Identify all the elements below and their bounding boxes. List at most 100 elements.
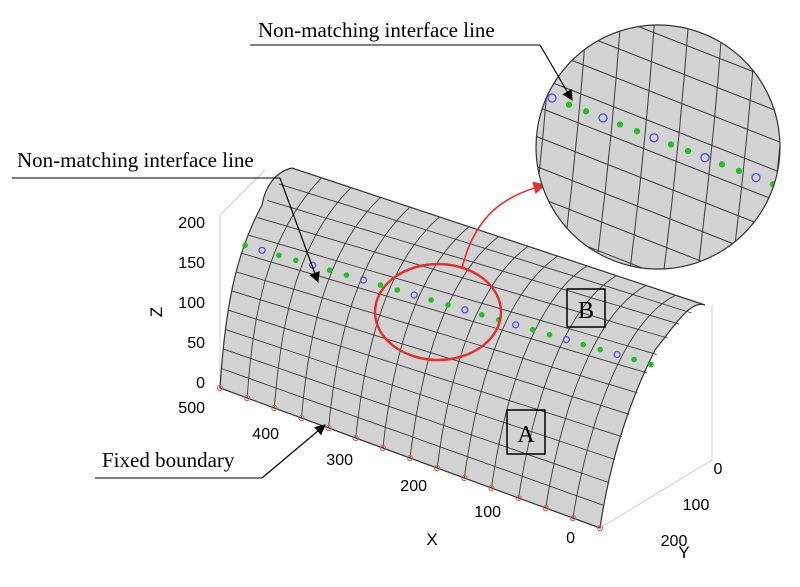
interface-node bbox=[377, 282, 384, 288]
surface-mesh bbox=[221, 177, 692, 519]
interface-node bbox=[478, 311, 485, 318]
zoom-interface-node bbox=[598, 113, 608, 123]
zoom-arrow bbox=[461, 181, 547, 269]
zoom-interface-node bbox=[751, 172, 761, 183]
z-tick-label: 100 bbox=[178, 295, 205, 312]
mesh-circumferential-line bbox=[436, 245, 529, 469]
x-tick-label: 400 bbox=[252, 426, 279, 443]
zoom-interface-node bbox=[633, 128, 641, 135]
y-tick-label: 100 bbox=[683, 497, 710, 514]
interface-node bbox=[326, 267, 333, 274]
z-axis-ticks: 200 150 100 50 0 bbox=[178, 215, 205, 392]
boundary-node bbox=[379, 444, 387, 452]
top-callout-label: Non-matching interface line bbox=[258, 18, 495, 42]
interface-node bbox=[428, 297, 434, 303]
interface-node bbox=[648, 361, 654, 368]
zoom-mesh-line bbox=[536, 99, 780, 211]
mesh-circumferential-line bbox=[409, 236, 499, 459]
patch-b-label: B bbox=[578, 298, 594, 324]
z-tick-label: 0 bbox=[196, 375, 205, 392]
z-tick-label: 50 bbox=[187, 335, 205, 352]
x-tick-label: 200 bbox=[400, 478, 427, 495]
interface-node bbox=[394, 287, 401, 293]
zoom-interface-node bbox=[735, 167, 743, 175]
interface-node bbox=[258, 246, 266, 254]
cylindrical-surface bbox=[219, 167, 706, 529]
zoom-interface-node bbox=[547, 93, 557, 103]
zoom-mesh-line bbox=[536, 129, 780, 241]
boundary-node bbox=[461, 474, 468, 482]
boundary-node bbox=[216, 384, 224, 392]
mesh-circumferential-line bbox=[463, 255, 558, 479]
boundary-node bbox=[243, 394, 251, 402]
interface-node bbox=[546, 331, 553, 338]
interface-node bbox=[512, 321, 520, 329]
mesh-circumferential-line bbox=[300, 197, 381, 419]
zoom-mesh-line bbox=[625, 25, 657, 269]
zoom-interface-node bbox=[700, 153, 710, 163]
y-axis-label: Y bbox=[678, 543, 689, 562]
boundary-node bbox=[569, 514, 577, 522]
z-axis-label: Z bbox=[147, 307, 166, 317]
interface-node bbox=[410, 291, 418, 299]
interface-node bbox=[276, 252, 282, 259]
boundary-node bbox=[271, 404, 278, 412]
boundary-node bbox=[352, 434, 359, 442]
interface-node bbox=[359, 276, 368, 284]
x-tick-label: 0 bbox=[566, 530, 575, 547]
x-tick-label: 300 bbox=[326, 452, 353, 469]
interface-node bbox=[580, 341, 587, 348]
interface-nodes bbox=[242, 242, 654, 368]
zoom-interface-node bbox=[565, 101, 573, 108]
x-tick-label: 500 bbox=[178, 400, 205, 417]
y-tick-label: 0 bbox=[714, 461, 723, 478]
zoom-interface-node bbox=[649, 133, 659, 143]
bottom-callout-label: Fixed boundary bbox=[102, 448, 235, 472]
fixed-boundary-nodes bbox=[216, 384, 604, 532]
zoom-interface-node bbox=[667, 141, 675, 148]
patch-a-label: A bbox=[517, 422, 535, 448]
mesh-circumferential-line bbox=[572, 294, 676, 519]
x-tick-label: 100 bbox=[474, 504, 501, 521]
mesh-circumferential-line bbox=[545, 285, 647, 509]
interface-node bbox=[562, 336, 571, 344]
x-axis-ticks: 500 400 300 200 100 0 bbox=[178, 400, 575, 547]
mesh-circumferential-line bbox=[490, 265, 588, 489]
patch-b-box: B bbox=[566, 288, 606, 328]
interface-node bbox=[242, 242, 248, 249]
mesh-circumferential-line bbox=[246, 177, 322, 399]
y-tick-label: 200 bbox=[661, 533, 688, 550]
interface-node bbox=[343, 272, 350, 278]
zoom-interface-node bbox=[616, 121, 624, 128]
zoom-mesh-line bbox=[536, 189, 780, 269]
boundary-node bbox=[542, 504, 549, 512]
boundary-node bbox=[488, 484, 495, 492]
left-callout-label: Non-matching interface line bbox=[17, 148, 254, 172]
mesh-circumferential-line bbox=[273, 187, 352, 409]
zoom-interface-node bbox=[684, 147, 692, 155]
zoom-interface-nodes bbox=[547, 93, 777, 188]
interface-node bbox=[631, 356, 637, 363]
boundary-node bbox=[515, 494, 522, 502]
z-tick-label: 150 bbox=[178, 255, 205, 272]
interface-node bbox=[292, 257, 299, 264]
interface-node bbox=[461, 306, 469, 314]
interface-node bbox=[445, 302, 451, 308]
mesh-circumferential-line bbox=[355, 216, 440, 439]
bottom-callout: Fixed boundary bbox=[95, 424, 326, 479]
zoom-region-circle bbox=[373, 262, 503, 362]
zoom-mesh-line bbox=[536, 69, 780, 181]
boundary-node bbox=[406, 454, 414, 462]
interface-node bbox=[597, 346, 604, 353]
boundary-node bbox=[596, 524, 604, 532]
zoom-mesh-line bbox=[659, 25, 691, 269]
patch-a-box: A bbox=[506, 409, 546, 455]
zoom-mesh-line bbox=[796, 0, 800, 300]
top-callout: Non-matching interface line bbox=[250, 18, 573, 101]
mesh-circumferential-line bbox=[328, 206, 411, 429]
y-axis-ticks: 0 100 200 bbox=[661, 461, 723, 550]
zoom-interface-node bbox=[718, 161, 726, 168]
left-callout: Non-matching interface line bbox=[12, 148, 320, 284]
mesh-circumferential-line bbox=[382, 226, 470, 449]
